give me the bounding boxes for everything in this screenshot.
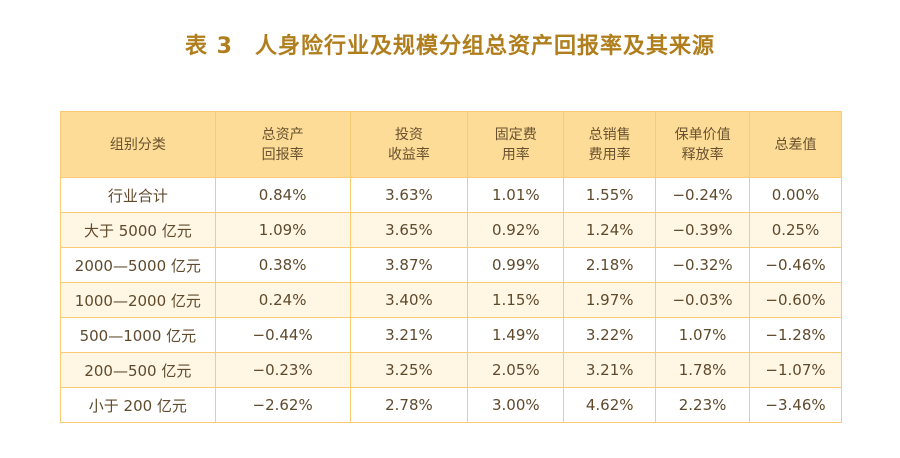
row-label-cell: 小于 200 亿元 bbox=[60, 387, 216, 423]
value-cell: 0.24% bbox=[214, 282, 351, 318]
column-header-line: 总资产 bbox=[261, 126, 304, 143]
value-cell: −1.28% bbox=[749, 317, 842, 353]
column-header-line: 用率 bbox=[501, 146, 530, 163]
value-cell: −0.24% bbox=[655, 177, 751, 213]
column-header: 总销售 费用率 bbox=[563, 111, 657, 178]
value-cell: −0.23% bbox=[214, 352, 351, 388]
table-title: 表 3 人身险行业及规模分组总资产回报率及其来源 bbox=[0, 28, 900, 60]
value-cell: 2.23% bbox=[655, 387, 751, 423]
value-cell: 1.24% bbox=[563, 212, 657, 248]
column-header-line: 投资 bbox=[394, 126, 423, 143]
value-cell: −0.03% bbox=[655, 282, 751, 318]
value-cell: 1.49% bbox=[467, 317, 565, 353]
value-cell: 4.62% bbox=[563, 387, 657, 423]
value-cell: 3.87% bbox=[349, 247, 469, 283]
value-cell: 1.09% bbox=[214, 212, 351, 248]
column-header: 投资 收益率 bbox=[349, 111, 469, 178]
data-table: 组别分类 总资产 回报率 投资 收益率 固定费 用率 总销售 费用率 保单价值 释放率 总差值 行业合… bbox=[60, 111, 842, 423]
header-row: 组别分类 总资产 回报率 投资 收益率 固定费 用率 总销售 费用率 保单价值 释放率 总差值 bbox=[60, 111, 842, 178]
value-cell: 3.22% bbox=[563, 317, 657, 353]
table-row: 2000—5000 亿元 0.38% 3.87% 0.99% 2.18% −0.32% −0… bbox=[60, 247, 842, 283]
row-label-cell: 1000—2000 亿元 bbox=[60, 282, 216, 318]
value-cell: 3.00% bbox=[467, 387, 565, 423]
value-cell: 0.00% bbox=[749, 177, 842, 213]
column-header: 总资产 回报率 bbox=[214, 111, 351, 178]
value-cell: 1.78% bbox=[655, 352, 751, 388]
value-cell: −1.07% bbox=[749, 352, 842, 388]
value-cell: 2.78% bbox=[349, 387, 469, 423]
row-label-cell: 200—500 亿元 bbox=[60, 352, 216, 388]
column-header: 组别分类 bbox=[60, 111, 216, 178]
value-cell: 3.63% bbox=[349, 177, 469, 213]
table-row: 大于 5000 亿元 1.09% 3.65% 0.92% 1.24% −0.39% 0.25… bbox=[60, 212, 842, 248]
value-cell: 3.21% bbox=[563, 352, 657, 388]
value-cell: −0.32% bbox=[655, 247, 751, 283]
row-label-cell: 行业合计 bbox=[60, 177, 216, 213]
column-header-line: 保单价值 bbox=[674, 126, 731, 143]
value-cell: 0.99% bbox=[467, 247, 565, 283]
value-cell: 1.55% bbox=[563, 177, 657, 213]
column-header-line: 费用率 bbox=[588, 146, 631, 163]
table-header: 组别分类 总资产 回报率 投资 收益率 固定费 用率 总销售 费用率 保单价值 释放率 总差值 bbox=[60, 111, 842, 178]
value-cell: 3.21% bbox=[349, 317, 469, 353]
column-header-line: 组别分类 bbox=[109, 136, 166, 153]
value-cell: 3.65% bbox=[349, 212, 469, 248]
column-header-line: 总销售 bbox=[588, 126, 631, 143]
column-header: 保单价值 释放率 bbox=[655, 111, 751, 178]
row-label-cell: 500—1000 亿元 bbox=[60, 317, 216, 353]
value-cell: 2.18% bbox=[563, 247, 657, 283]
row-label-cell: 大于 5000 亿元 bbox=[60, 212, 216, 248]
table-row: 1000—2000 亿元 0.24% 3.40% 1.15% 1.97% −0.03% −0… bbox=[60, 282, 842, 318]
value-cell: −0.46% bbox=[749, 247, 842, 283]
value-cell: −0.39% bbox=[655, 212, 751, 248]
table-row: 200—500 亿元 −0.23% 3.25% 2.05% 3.21% 1.78% −1.0… bbox=[60, 352, 842, 388]
value-cell: 0.38% bbox=[214, 247, 351, 283]
table-row: 行业合计 0.84% 3.63% 1.01% 1.55% −0.24% 0.00% bbox=[60, 177, 842, 213]
value-cell: 1.97% bbox=[563, 282, 657, 318]
value-cell: 1.15% bbox=[467, 282, 565, 318]
value-cell: 1.07% bbox=[655, 317, 751, 353]
column-header-line: 固定费 bbox=[494, 126, 537, 143]
table-body: 行业合计 0.84% 3.63% 1.01% 1.55% −0.24% 0.00% 大于 50… bbox=[60, 177, 842, 423]
value-cell: 2.05% bbox=[467, 352, 565, 388]
column-header-line: 回报率 bbox=[261, 146, 304, 163]
column-header-line: 收益率 bbox=[387, 146, 430, 163]
value-cell: −0.60% bbox=[749, 282, 842, 318]
value-cell: −2.62% bbox=[214, 387, 351, 423]
column-header-line: 总差值 bbox=[774, 136, 817, 153]
value-cell: −3.46% bbox=[749, 387, 842, 423]
value-cell: 0.25% bbox=[749, 212, 842, 248]
value-cell: 3.40% bbox=[349, 282, 469, 318]
column-header: 固定费 用率 bbox=[467, 111, 565, 178]
table-row: 小于 200 亿元 −2.62% 2.78% 3.00% 4.62% 2.23% −3.46… bbox=[60, 387, 842, 423]
value-cell: 0.84% bbox=[214, 177, 351, 213]
value-cell: −0.44% bbox=[214, 317, 351, 353]
value-cell: 3.25% bbox=[349, 352, 469, 388]
value-cell: 0.92% bbox=[467, 212, 565, 248]
value-cell: 1.01% bbox=[467, 177, 565, 213]
row-label-cell: 2000—5000 亿元 bbox=[60, 247, 216, 283]
column-header: 总差值 bbox=[749, 111, 842, 178]
table-number: 表 3 bbox=[185, 34, 233, 59]
table-title-text: 人身险行业及规模分组总资产回报率及其来源 bbox=[254, 34, 715, 59]
table-row: 500—1000 亿元 −0.44% 3.21% 1.49% 3.22% 1.07% −1.… bbox=[60, 317, 842, 353]
column-header-line: 释放率 bbox=[681, 146, 724, 163]
